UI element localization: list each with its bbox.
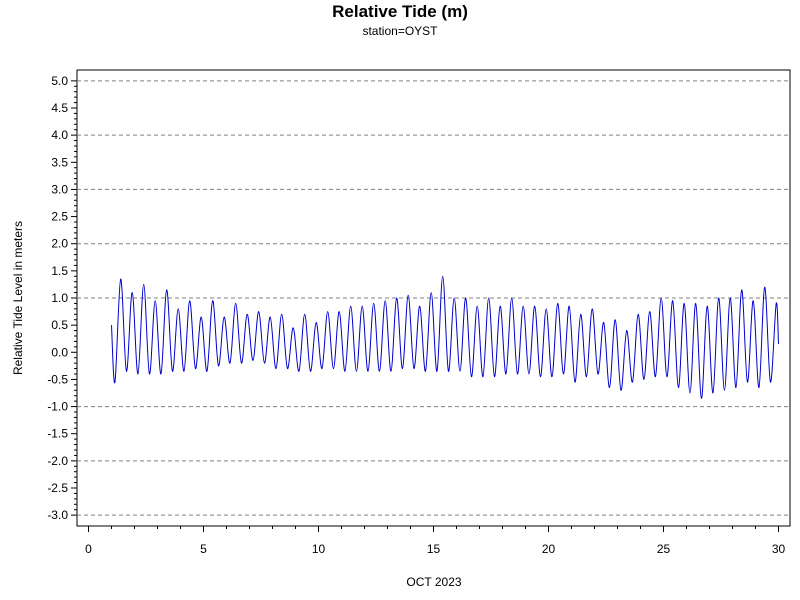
y-tick-label: 3.0 xyxy=(51,182,68,196)
x-tick-label: 20 xyxy=(542,542,556,556)
y-tick-label: 0.0 xyxy=(51,345,68,359)
y-tick-label: 2.5 xyxy=(51,210,68,224)
y-tick-label: -3.0 xyxy=(47,508,68,522)
y-tick-label: 4.5 xyxy=(51,101,68,115)
y-tick-label: -0.5 xyxy=(47,372,68,386)
y-tick-label: 3.5 xyxy=(51,155,68,169)
y-axis-label: Relative Tide Level in meters xyxy=(11,221,25,375)
x-tick-label: 0 xyxy=(85,542,92,556)
y-tick-label: -1.5 xyxy=(47,427,68,441)
y-axis: 5.0 4.5 4.0 3.5 3.0 2.5 2.0 1.5 1.0 0.5 0.0 -0.5 -1.… xyxy=(47,74,77,522)
grid-lines xyxy=(77,80,790,516)
series-layer xyxy=(111,275,779,399)
x-tick-label: 30 xyxy=(772,542,786,556)
x-tick-label: 10 xyxy=(312,542,326,556)
x-axis-label: OCT 2023 xyxy=(406,575,461,589)
x-tick-label: 15 xyxy=(427,542,441,556)
y-tick-label: 4.0 xyxy=(51,128,68,142)
tide-series-line xyxy=(111,275,779,399)
y-tick-label: 1.5 xyxy=(51,264,68,278)
y-tick-label: 1.0 xyxy=(51,291,68,305)
x-tick-label: 5 xyxy=(200,542,207,556)
x-axis: 0 5 10 15 20 25 30 xyxy=(85,526,785,556)
y-tick-label: 5.0 xyxy=(51,74,68,88)
y-tick-label: -2.5 xyxy=(47,481,68,495)
y-tick-label: -1.0 xyxy=(47,400,68,414)
chart-subtitle: station=OYST xyxy=(362,24,438,38)
chart-title: Relative Tide (m) xyxy=(332,2,468,21)
x-tick-label: 25 xyxy=(657,542,671,556)
y-tick-label: 2.0 xyxy=(51,237,68,251)
y-tick-label: -2.0 xyxy=(47,454,68,468)
y-tick-label: 0.5 xyxy=(51,318,68,332)
